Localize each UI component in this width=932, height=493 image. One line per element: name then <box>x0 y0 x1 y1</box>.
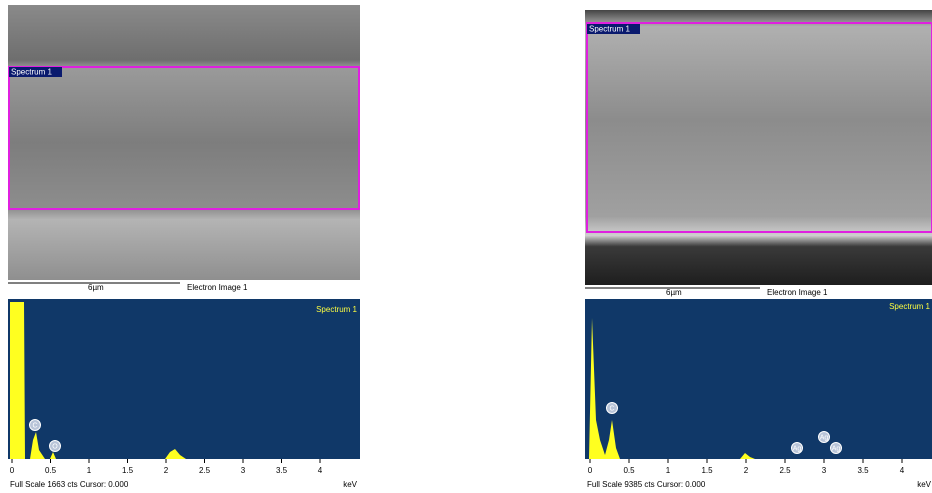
footer: Full Scale 1663 cts Cursor: 0.000 <box>10 480 129 489</box>
peak-label: C <box>609 405 614 412</box>
spectrum-area <box>8 299 360 459</box>
tick-label: 3 <box>241 466 246 475</box>
tick-label: 3.5 <box>276 466 288 475</box>
peak-label: Ag <box>793 445 802 452</box>
tick-label: 1.5 <box>701 466 713 475</box>
tick-label: 2.5 <box>779 466 791 475</box>
sem-image <box>8 5 360 280</box>
tick-label: 1.5 <box>122 466 134 475</box>
unit: keV <box>917 480 931 489</box>
tick-label: 0 <box>10 466 15 475</box>
peak-label: Ag <box>820 434 829 441</box>
image-caption: Electron Image 1 <box>767 288 828 297</box>
peak-label: Ag <box>832 445 841 452</box>
tick-label: 2 <box>164 466 169 475</box>
image-label: Spectrum 1 <box>11 68 52 77</box>
tick-label: 1 <box>87 466 92 475</box>
scale-text: 6µm <box>666 288 682 297</box>
peak-label: O <box>52 443 58 450</box>
tick-label: 2 <box>744 466 749 475</box>
spectrum-area <box>585 299 932 459</box>
scale-text: 6µm <box>88 283 104 292</box>
tick-label: 1 <box>666 466 671 475</box>
tick-label: 3.5 <box>857 466 869 475</box>
footer: Full Scale 9385 cts Cursor: 0.000 <box>587 480 706 489</box>
image-label: Spectrum 1 <box>589 25 630 34</box>
sem-image <box>585 10 932 285</box>
spectrum-label: Spectrum 1 <box>889 302 930 311</box>
tick-label: 4 <box>318 466 323 475</box>
tick-label: 0.5 <box>45 466 57 475</box>
tick-label: 0 <box>588 466 593 475</box>
tick-label: 3 <box>822 466 827 475</box>
tick-label: 4 <box>900 466 905 475</box>
figure: Spectrum 1 6µm Electron Image 1 Spectrum… <box>0 0 932 493</box>
image-caption: Electron Image 1 <box>187 283 248 292</box>
tick-label: 2.5 <box>199 466 211 475</box>
tick-label: 0.5 <box>623 466 635 475</box>
unit: keV <box>343 480 357 489</box>
spectrum-label: Spectrum 1 <box>316 305 357 314</box>
peak-label: C <box>32 422 37 429</box>
